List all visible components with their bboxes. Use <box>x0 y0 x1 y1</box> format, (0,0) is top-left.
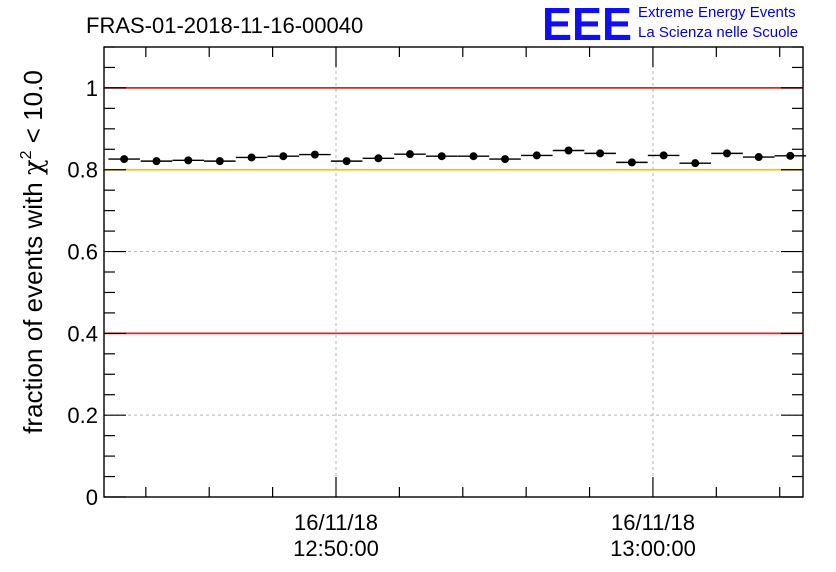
logo-line-2: La Scienza nelle Scuole <box>638 24 799 41</box>
data-point <box>627 158 636 167</box>
y-tick-label: 0 <box>86 485 98 510</box>
plot-frame <box>103 46 804 498</box>
y-tick-label: 1 <box>86 76 98 101</box>
data-point <box>279 152 288 161</box>
y-tick-labels: 0 0.2 0.4 0.6 0.8 1 <box>67 76 98 510</box>
data-point <box>120 155 129 164</box>
grid-lines <box>104 47 803 497</box>
data-point <box>659 151 668 160</box>
reference-lines <box>104 87 803 335</box>
chart-title: FRAS-01-2018-11-16-00040 <box>86 13 363 38</box>
data-point <box>469 152 478 161</box>
logo-line-1: Extreme Energy Events <box>638 4 796 21</box>
data-point <box>184 156 193 165</box>
y-axis-label-chi: χ <box>19 159 49 175</box>
data-point <box>532 151 541 160</box>
data-point <box>722 149 731 158</box>
y-axis-label: fraction of events with χ2 < 10.0 <box>18 70 49 434</box>
data-point <box>786 151 795 160</box>
data-point <box>564 146 573 155</box>
y-tick-label: 0.2 <box>67 403 98 428</box>
x-tick-label-time: 12:50:00 <box>293 536 379 561</box>
data-points <box>108 146 807 168</box>
data-point <box>374 154 383 163</box>
y-tick-label: 0.8 <box>67 158 98 183</box>
x-tick-label-date: 16/11/18 <box>294 510 378 535</box>
data-point <box>215 157 224 166</box>
data-point <box>405 150 414 159</box>
data-point <box>754 153 763 162</box>
axis-ticks <box>104 46 803 498</box>
y-tick-label: 0.4 <box>67 321 98 346</box>
data-point <box>691 159 700 168</box>
data-point <box>596 149 605 158</box>
y-axis-label-main: fraction of events with <box>18 175 48 434</box>
x-tick-label-date: 16/11/18 <box>611 510 695 535</box>
data-point <box>437 152 446 161</box>
y-axis-label-tail: < 10.0 <box>18 70 48 150</box>
data-point <box>501 155 510 164</box>
data-point <box>342 157 351 166</box>
eee-logo-letters: EEE <box>542 2 632 44</box>
y-axis-label-sup: 2 <box>18 150 35 159</box>
data-point <box>310 150 319 159</box>
x-tick-label-time: 13:00:00 <box>610 536 696 561</box>
y-tick-label: 0.6 <box>67 240 98 265</box>
eee-logo: EEE <box>542 2 632 44</box>
data-point <box>247 153 256 162</box>
data-point <box>152 157 161 166</box>
